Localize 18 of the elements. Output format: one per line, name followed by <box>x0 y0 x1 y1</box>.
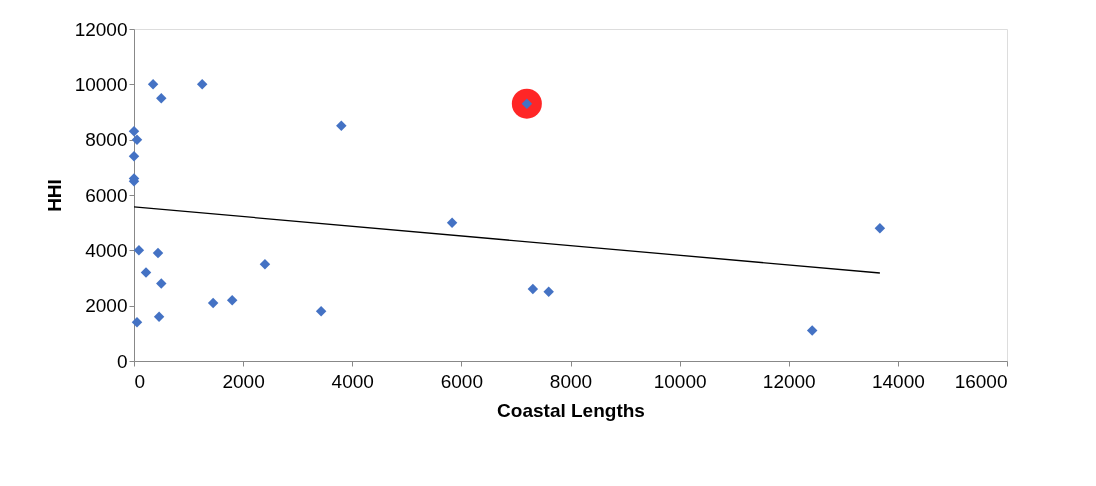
x-axis-title: Coastal Lengths <box>497 399 645 421</box>
y-tick-label: 0 <box>116 350 128 372</box>
x-tick-label: 14000 <box>871 370 925 392</box>
x-tick-label: 8000 <box>549 370 593 392</box>
x-tick-label: 4000 <box>331 370 374 392</box>
x-tick-label: 10000 <box>653 370 707 392</box>
y-tick-label: 4000 <box>85 239 128 261</box>
x-tick-label: 0 <box>134 370 146 392</box>
x-tick-label: 16000 <box>954 370 1008 392</box>
y-tick-label: 12000 <box>74 18 128 40</box>
x-tick-label: 2000 <box>222 370 265 392</box>
y-tick-label: 10000 <box>74 73 128 95</box>
y-tick-label: 2000 <box>85 295 128 317</box>
y-axis-title: HHI <box>43 179 65 212</box>
x-tick-label: 12000 <box>762 370 816 392</box>
x-tick-label: 6000 <box>440 370 484 392</box>
y-tick-label: 8000 <box>85 129 128 151</box>
y-tick-label: 6000 <box>85 184 128 206</box>
